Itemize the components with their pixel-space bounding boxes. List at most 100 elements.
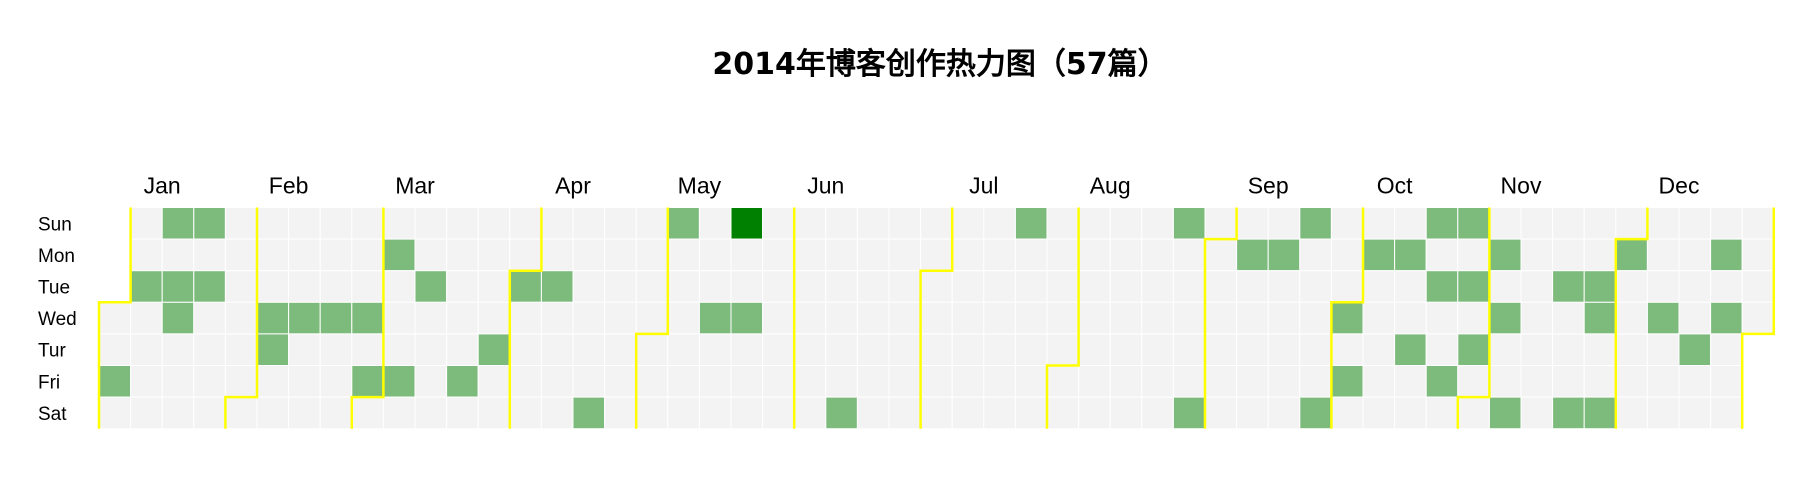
heatmap-cell bbox=[1172, 270, 1206, 303]
heatmap-cell bbox=[130, 301, 163, 335]
heatmap-cell bbox=[540, 365, 574, 398]
heatmap-cell bbox=[319, 207, 353, 240]
heatmap-cell bbox=[446, 333, 479, 366]
heatmap-cell bbox=[888, 365, 922, 398]
heatmap-cell-active bbox=[667, 207, 700, 240]
heatmap-cell bbox=[1488, 207, 1522, 240]
heatmap-cell bbox=[730, 238, 764, 272]
heatmap-cell bbox=[161, 396, 195, 430]
heatmap-cell bbox=[477, 238, 511, 272]
heatmap-cell bbox=[1362, 270, 1396, 303]
heatmap-cell bbox=[572, 270, 606, 303]
month-divider bbox=[634, 207, 670, 429]
month-label: Aug bbox=[1090, 173, 1131, 199]
heatmap-cell-active bbox=[1394, 238, 1427, 272]
heatmap-cell bbox=[1236, 207, 1269, 240]
heatmap-cell bbox=[224, 238, 258, 272]
heatmap-cell bbox=[193, 333, 226, 366]
heatmap-cell bbox=[1109, 270, 1143, 303]
heatmap-cell bbox=[856, 333, 890, 366]
heatmap-cell-active bbox=[730, 207, 764, 240]
heatmap-cell bbox=[856, 207, 890, 240]
heatmap-cell bbox=[920, 396, 953, 430]
month-labels: Jan Feb Mar Apr May Jun Jul Aug Sep Oct Nov Dec bbox=[144, 173, 1700, 199]
heatmap-cell-active bbox=[1488, 301, 1522, 335]
heatmap-cell bbox=[161, 365, 195, 398]
heatmap-cell bbox=[1362, 333, 1396, 366]
heatmap-cell bbox=[1330, 207, 1364, 240]
heatmap-cell bbox=[920, 270, 953, 303]
heatmap-cell bbox=[730, 365, 764, 398]
heatmap-cell bbox=[1236, 333, 1269, 366]
heatmap-cell bbox=[1615, 396, 1648, 430]
heatmap-cell bbox=[1109, 396, 1143, 430]
heatmap-cell bbox=[762, 270, 795, 303]
heatmap-cell bbox=[698, 270, 732, 303]
heatmap-cell-active bbox=[130, 270, 163, 303]
heatmap-cell bbox=[351, 270, 384, 303]
heatmap-cell bbox=[1646, 396, 1680, 430]
heatmap-cell bbox=[319, 365, 353, 398]
heatmap-cell bbox=[1299, 301, 1332, 335]
heatmap-cell bbox=[446, 238, 479, 272]
heatmap-cell bbox=[288, 270, 321, 303]
heatmap-cell bbox=[1615, 270, 1648, 303]
heatmap-cell bbox=[1267, 333, 1301, 366]
heatmap-cell bbox=[1678, 365, 1712, 398]
heatmap-cell bbox=[1741, 270, 1775, 303]
heatmap-cell bbox=[540, 396, 574, 430]
heatmap-cell bbox=[477, 301, 511, 335]
heatmap-cell bbox=[983, 301, 1016, 335]
month-divider bbox=[97, 207, 132, 429]
heatmap-cell bbox=[224, 396, 258, 430]
heatmap-cell bbox=[1488, 333, 1522, 366]
heatmap-cell bbox=[414, 333, 448, 366]
heatmap-cell bbox=[1330, 333, 1364, 366]
heatmap-cell bbox=[762, 207, 795, 240]
heatmap-cell bbox=[256, 396, 290, 430]
heatmap-cell bbox=[572, 333, 606, 366]
heatmap-cell bbox=[983, 365, 1016, 398]
heatmap-cell bbox=[951, 365, 985, 398]
heatmap-cell-active bbox=[1552, 270, 1585, 303]
heatmap-cell bbox=[1552, 238, 1585, 272]
month-label: Jul bbox=[969, 173, 998, 199]
heatmap-cell bbox=[825, 207, 858, 240]
heatmap-cell bbox=[1362, 207, 1396, 240]
heatmap-cell bbox=[1046, 396, 1080, 430]
heatmap-cell bbox=[382, 207, 416, 240]
heatmap-cell bbox=[1236, 396, 1269, 430]
heatmap-cell bbox=[1141, 238, 1174, 272]
heatmap-cell-active bbox=[825, 396, 858, 430]
heatmap-cell-active bbox=[351, 365, 384, 398]
heatmap-cell bbox=[1204, 333, 1238, 366]
heatmap-cell bbox=[1078, 365, 1111, 398]
calendar-cells bbox=[98, 207, 1775, 430]
heatmap-cell-active bbox=[256, 333, 290, 366]
heatmap-cell bbox=[540, 238, 574, 272]
heatmap-cell bbox=[130, 396, 163, 430]
heatmap-cell bbox=[793, 333, 827, 366]
heatmap-cell bbox=[667, 333, 700, 366]
heatmap-cell bbox=[951, 396, 985, 430]
heatmap-cell bbox=[667, 365, 700, 398]
heatmap-cell-active bbox=[193, 270, 226, 303]
heatmap-cell-active bbox=[1425, 207, 1459, 240]
month-divider bbox=[1614, 207, 1649, 429]
heatmap-cell bbox=[1520, 396, 1554, 430]
heatmap-cell bbox=[1488, 365, 1522, 398]
heatmap-cell bbox=[1615, 207, 1648, 240]
heatmap-cell bbox=[1078, 270, 1111, 303]
heatmap-cell bbox=[635, 238, 669, 272]
heatmap-cell-active bbox=[193, 207, 226, 240]
heatmap-cell bbox=[1678, 301, 1712, 335]
heatmap-cell bbox=[1236, 365, 1269, 398]
heatmap-cell bbox=[825, 301, 858, 335]
heatmap-cell bbox=[1583, 207, 1617, 240]
heatmap-cell bbox=[920, 333, 953, 366]
heatmap-cell bbox=[698, 238, 732, 272]
heatmap-cell-active bbox=[161, 270, 195, 303]
heatmap-cell-active bbox=[382, 238, 416, 272]
heatmap-cell bbox=[762, 333, 795, 366]
heatmap-cell-active bbox=[1583, 396, 1617, 430]
